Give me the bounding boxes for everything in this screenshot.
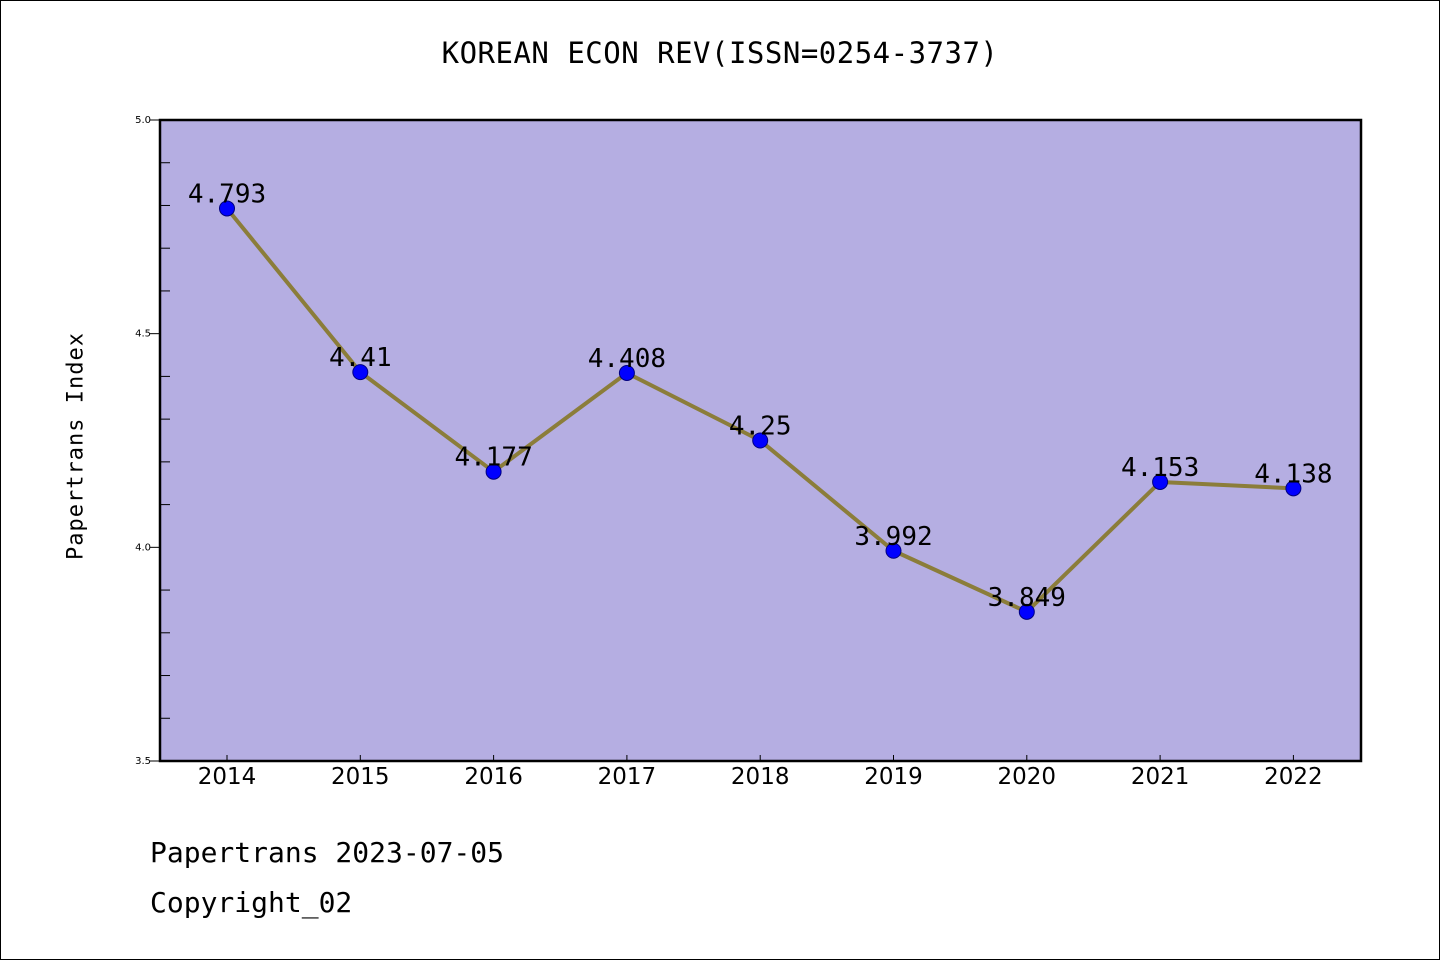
y-tick-label: 4.0 xyxy=(135,542,151,553)
data-label: 4.138 xyxy=(1254,459,1332,489)
x-tick-label: 2014 xyxy=(198,764,257,790)
data-label: 4.25 xyxy=(729,412,792,442)
data-point xyxy=(352,364,369,381)
x-tick-label: 2021 xyxy=(1131,764,1190,790)
x-tick-label: 2020 xyxy=(998,764,1057,790)
data-point xyxy=(485,463,502,480)
x-tick-label: 2019 xyxy=(864,764,923,790)
chart-title: KOREAN ECON REV(ISSN=0254-3737) xyxy=(441,36,999,70)
data-point xyxy=(752,432,769,449)
data-label: 4.177 xyxy=(454,443,532,473)
y-tick-label: 5.0 xyxy=(135,115,151,126)
x-tick-label: 2022 xyxy=(1264,764,1323,790)
data-label: 4.408 xyxy=(588,344,666,374)
data-point xyxy=(885,542,902,559)
x-tick-label: 2017 xyxy=(598,764,657,790)
x-tick-label: 2018 xyxy=(731,764,790,790)
y-tick-label: 4.5 xyxy=(135,329,151,340)
footer-copyright: Copyright_02 xyxy=(150,886,353,919)
x-tick-label: 2016 xyxy=(464,764,523,790)
data-label: 3.849 xyxy=(988,583,1066,613)
data-point xyxy=(219,200,235,217)
data-point xyxy=(1285,480,1302,497)
data-label: 3.992 xyxy=(854,522,932,552)
data-label: 4.41 xyxy=(329,343,392,373)
y-tick-label: 3.5 xyxy=(135,756,151,767)
data-point xyxy=(1152,473,1169,490)
data-label: 4.793 xyxy=(188,179,266,209)
data-point xyxy=(618,364,635,381)
footer-date: Papertrans 2023-07-05 xyxy=(150,836,505,869)
data-label: 4.153 xyxy=(1121,453,1199,483)
plot-frame xyxy=(158,118,1363,763)
x-tick-label: 2015 xyxy=(331,764,390,790)
data-point xyxy=(1018,603,1035,620)
